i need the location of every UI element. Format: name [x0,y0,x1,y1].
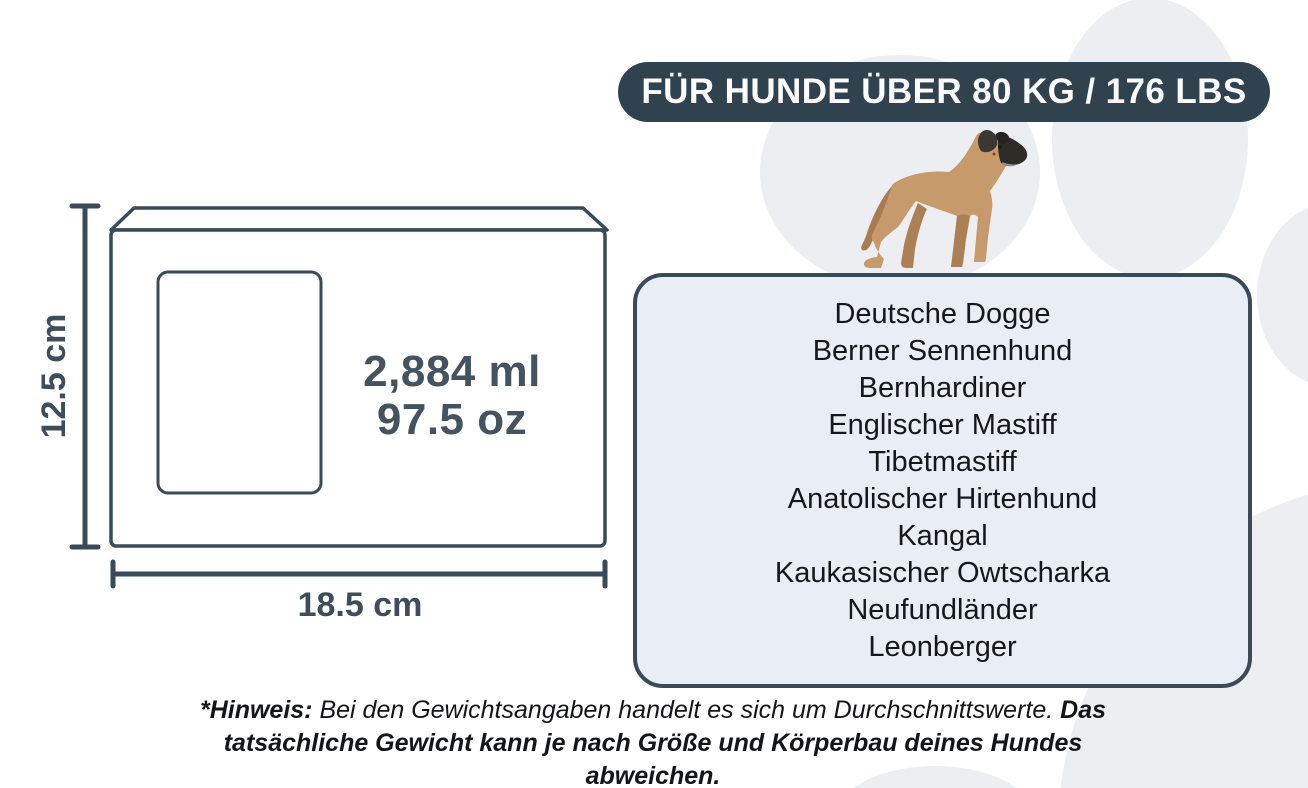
breed-item: Berner Sennenhund [812,334,1073,367]
dog-ear-back [995,131,1009,145]
volume-label: 2,884 ml 97.5 oz [282,348,622,444]
dog-mouth-dot [992,152,996,156]
dog-far-rear-leg [901,203,927,268]
weight-class-banner: FÜR HUNDE ÜBER 80 KG / 176 LBS [618,62,1270,122]
breed-item: Deutsche Dogge [834,297,1051,330]
width-dimension-line [110,559,608,589]
footnote: *Hinweis: Bei den Gewichtsangaben handel… [168,694,1138,788]
breed-item: Anatolischer Hirtenhund [787,482,1098,515]
dog-body [864,131,1027,268]
footnote-part: *Hinweis: [199,696,313,724]
breed-list-panel: Deutsche Dogge Berner Sennenhund Bernhar… [633,273,1252,688]
dog-eye [998,145,1002,149]
weight-class-label: FÜR HUNDE ÜBER 80 KG / 176 LBS [641,72,1247,111]
width-dimension-label: 18.5 cm [297,586,423,624]
breed-item: Leonberger [868,630,1017,663]
container-window [156,270,323,495]
breed-item: Kangal [897,519,988,552]
breed-item: Neufundländer [847,593,1038,626]
great-dane-illustration [861,129,1028,268]
footnote-part: Das tatsächliche Gewicht kann je nach Gr… [223,696,1107,788]
footnote-part: Bei den Gewichtsangaben handelt es sich … [312,696,1061,724]
breed-item: Englischer Mastiff [828,408,1057,441]
breed-item: Kaukasischer Owtscharka [774,556,1111,589]
dog-ear-front [978,129,998,153]
breed-item: Bernhardiner [858,371,1027,404]
height-dimension-line [69,203,101,550]
breed-item: Tibetmastiff [868,445,1017,478]
volume-ml: 2,884 ml [363,347,541,396]
dog-jaw [1002,162,1018,167]
container-top-face [109,206,609,232]
volume-oz: 97.5 oz [376,395,528,444]
height-dimension-label: 12.5 cm [35,313,73,439]
dog-far-front-leg [951,214,970,267]
